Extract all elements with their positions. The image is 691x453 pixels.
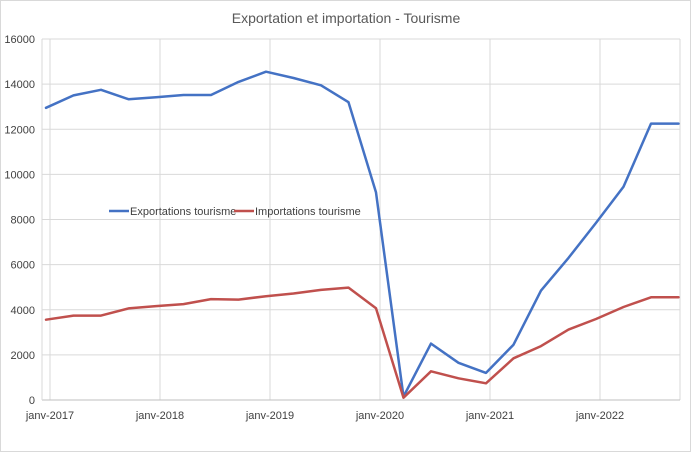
x-tick-label: janv-2019 (245, 410, 294, 422)
series (44, 70, 680, 399)
x-tick-label: janv-2021 (465, 410, 514, 422)
x-tick-label: janv-2017 (25, 410, 74, 422)
y-tick-label: 8000 (11, 215, 35, 227)
legend-label: Exportations tourisme (130, 206, 236, 218)
y-tick-label: 2000 (11, 350, 35, 362)
x-tick-label: janv-2022 (575, 410, 624, 422)
y-tick-label: 0 (29, 395, 35, 407)
axes: 0 2000 4000 6000 8000 10000 12000 14000 16000 jan… (4, 34, 680, 422)
y-tick-label: 6000 (11, 260, 35, 272)
legend-label: Importations tourisme (255, 206, 361, 218)
legend: Exportations tourisme Importations touris… (109, 206, 361, 218)
y-tick-label: 4000 (11, 305, 35, 317)
y-tick-label: 10000 (4, 169, 35, 181)
y-tick-label: 16000 (4, 34, 35, 46)
chart-title: Exportation et importation - Tourisme (232, 10, 461, 26)
y-tick-label: 14000 (4, 79, 35, 91)
y-tick-label: 12000 (4, 124, 35, 136)
x-tick-label: janv-2020 (355, 410, 404, 422)
series-line-exportations (44, 70, 680, 398)
series-line-importations (44, 286, 680, 399)
gridlines (42, 38, 681, 400)
x-tick-label: janv-2018 (135, 410, 184, 422)
